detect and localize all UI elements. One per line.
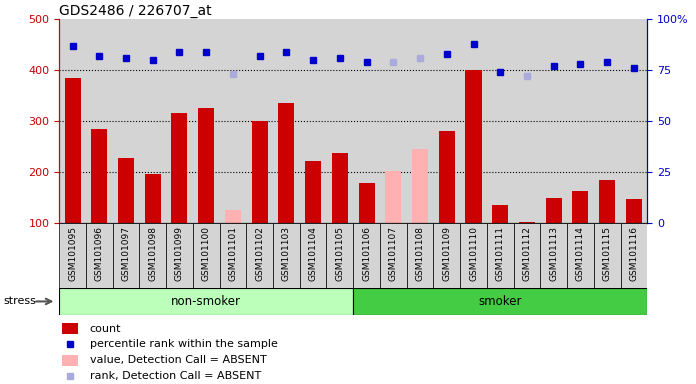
Text: percentile rank within the sample: percentile rank within the sample bbox=[90, 339, 278, 349]
Bar bbox=[572, 191, 589, 223]
Text: count: count bbox=[90, 323, 121, 334]
Bar bbox=[332, 152, 348, 223]
Bar bbox=[305, 161, 321, 223]
Bar bbox=[492, 205, 508, 223]
Text: GSM101098: GSM101098 bbox=[148, 226, 157, 281]
Text: stress: stress bbox=[3, 296, 36, 306]
Bar bbox=[219, 223, 246, 288]
Text: GSM101105: GSM101105 bbox=[335, 226, 345, 281]
Bar bbox=[380, 223, 406, 288]
Bar bbox=[118, 157, 134, 223]
Text: GSM101101: GSM101101 bbox=[228, 226, 237, 281]
Bar bbox=[386, 171, 402, 223]
Bar bbox=[59, 223, 86, 288]
Text: GSM101107: GSM101107 bbox=[389, 226, 398, 281]
Bar bbox=[438, 131, 454, 223]
Text: rank, Detection Call = ABSENT: rank, Detection Call = ABSENT bbox=[90, 371, 261, 381]
Bar bbox=[406, 223, 434, 288]
Bar bbox=[434, 223, 460, 288]
Bar bbox=[278, 103, 294, 223]
Bar bbox=[354, 223, 380, 288]
Text: GSM101106: GSM101106 bbox=[362, 226, 371, 281]
Bar bbox=[246, 223, 273, 288]
Bar bbox=[514, 223, 540, 288]
Bar bbox=[621, 223, 647, 288]
Text: GSM101102: GSM101102 bbox=[255, 226, 264, 281]
Bar bbox=[412, 149, 428, 223]
Bar bbox=[594, 223, 621, 288]
Bar bbox=[91, 129, 107, 223]
Text: GSM101099: GSM101099 bbox=[175, 226, 184, 281]
Bar bbox=[546, 198, 562, 223]
Text: GSM101113: GSM101113 bbox=[549, 226, 558, 281]
Text: value, Detection Call = ABSENT: value, Detection Call = ABSENT bbox=[90, 355, 267, 365]
Text: GSM101100: GSM101100 bbox=[202, 226, 211, 281]
Bar bbox=[599, 180, 615, 223]
Bar bbox=[145, 174, 161, 223]
Bar bbox=[225, 210, 241, 223]
Text: GSM101110: GSM101110 bbox=[469, 226, 478, 281]
Text: GDS2486 / 226707_at: GDS2486 / 226707_at bbox=[59, 4, 212, 18]
Bar bbox=[300, 223, 326, 288]
Text: GSM101109: GSM101109 bbox=[442, 226, 451, 281]
Bar bbox=[198, 108, 214, 223]
Text: GSM101108: GSM101108 bbox=[416, 226, 425, 281]
Bar bbox=[139, 223, 166, 288]
Text: GSM101115: GSM101115 bbox=[603, 226, 612, 281]
Bar bbox=[62, 323, 77, 334]
Text: smoker: smoker bbox=[479, 295, 522, 308]
Bar bbox=[62, 355, 77, 366]
Bar bbox=[519, 222, 535, 223]
Text: GSM101096: GSM101096 bbox=[95, 226, 104, 281]
Bar bbox=[466, 70, 482, 223]
Text: GSM101111: GSM101111 bbox=[496, 226, 505, 281]
Text: non-smoker: non-smoker bbox=[171, 295, 242, 308]
Bar bbox=[567, 223, 594, 288]
Text: GSM101097: GSM101097 bbox=[122, 226, 130, 281]
Bar bbox=[540, 223, 567, 288]
Text: GSM101114: GSM101114 bbox=[576, 226, 585, 281]
Bar bbox=[65, 78, 81, 223]
Bar bbox=[113, 223, 139, 288]
Text: GSM101103: GSM101103 bbox=[282, 226, 291, 281]
Bar bbox=[326, 223, 354, 288]
Bar bbox=[86, 223, 113, 288]
Text: GSM101112: GSM101112 bbox=[523, 226, 532, 281]
Bar bbox=[358, 183, 374, 223]
Bar bbox=[626, 199, 642, 223]
Bar bbox=[193, 223, 219, 288]
Bar bbox=[171, 113, 187, 223]
Bar bbox=[487, 223, 514, 288]
Text: GSM101116: GSM101116 bbox=[629, 226, 638, 281]
Bar bbox=[166, 223, 193, 288]
Bar bbox=[460, 223, 487, 288]
Bar bbox=[273, 223, 300, 288]
Bar bbox=[252, 121, 268, 223]
Bar bbox=[354, 288, 647, 315]
Text: GSM101104: GSM101104 bbox=[308, 226, 317, 281]
Text: GSM101095: GSM101095 bbox=[68, 226, 77, 281]
Bar bbox=[59, 288, 354, 315]
